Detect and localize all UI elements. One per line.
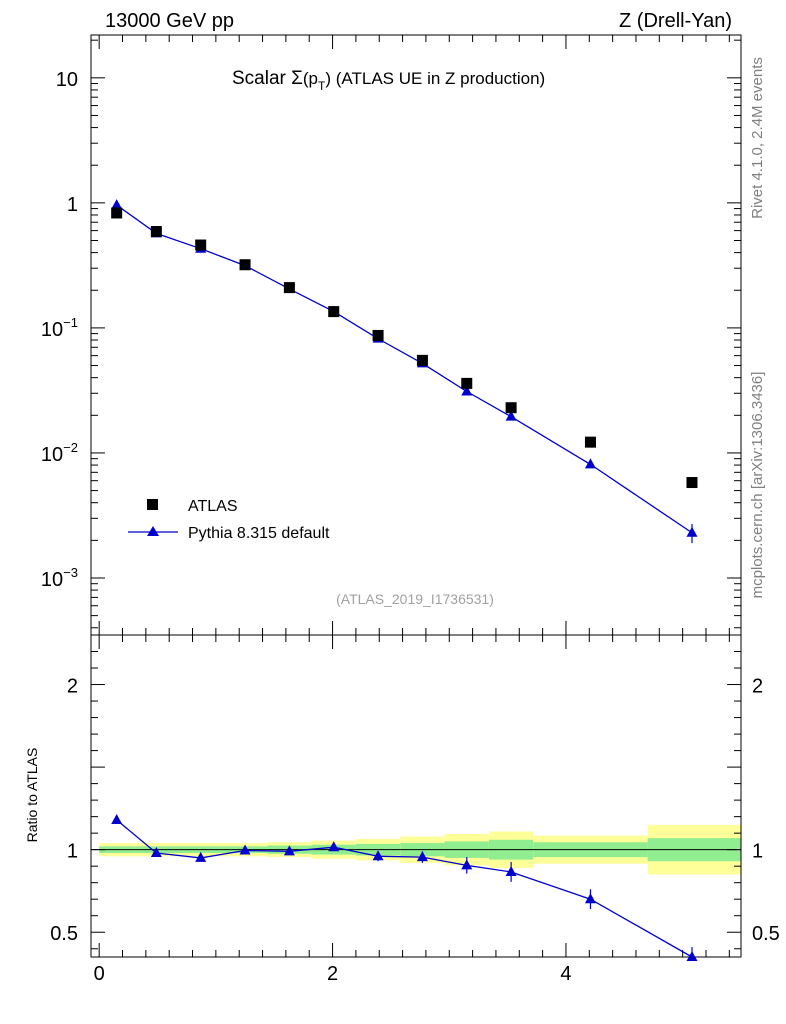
legend-mc-marker [147, 526, 159, 536]
main-y-tick-label: 10−2 [41, 440, 78, 466]
data-main-point [416, 354, 428, 366]
ratio-point [150, 846, 162, 857]
analysis-id-label: (ATLAS_2019_I1736531) [336, 591, 494, 607]
ratio-panel-frame [90, 634, 742, 958]
main-y-tick-labels: 10 1 10−1 10−2 10−3 [41, 69, 78, 591]
ratio-point [505, 865, 517, 876]
data-main-point [505, 402, 517, 414]
ratio-point [584, 893, 596, 904]
mcplots-credit-label: mcplots.cern.ch [arXiv:1306.3436] [749, 372, 766, 599]
ratio-line [116, 819, 693, 958]
data-main-point [461, 377, 473, 389]
ratio-point [239, 844, 251, 855]
mc-series-points [111, 199, 698, 544]
data-main-point [195, 239, 207, 251]
ratio-point [111, 813, 123, 824]
mc-series-line [116, 204, 693, 534]
ratio-point [328, 841, 340, 852]
data-main-point [328, 306, 340, 318]
data-main-point [111, 207, 123, 219]
data-main-point [239, 259, 251, 271]
data-main-point [686, 477, 698, 489]
legend-data-label: ATLAS [188, 498, 238, 515]
mc-main-line [116, 204, 693, 534]
data-main-point [283, 282, 295, 294]
x-tick-label: 0 [94, 963, 105, 985]
data-series-points [111, 207, 698, 489]
main-y-tick-label: 10−1 [41, 315, 78, 341]
data-main-point [372, 329, 384, 341]
ratio-point [283, 845, 295, 856]
data-main-point [150, 226, 162, 238]
mc-main-point [584, 458, 596, 469]
x-tick-label: 2 [327, 963, 338, 985]
ratio-axis-ticks [91, 634, 741, 950]
x-tick-label: 4 [560, 963, 571, 985]
plot-title: Scalar Σ(pT) (ATLAS UE in Z production) [232, 68, 545, 93]
mc-main-point [505, 410, 517, 421]
ratio-y-tick-labels: 2 2 1 1 0.5 0.5 [50, 676, 780, 946]
legend-mc-label: Pythia 8.315 default [188, 525, 330, 542]
ratio-point [372, 850, 384, 861]
rivet-version-label: Rivet 4.1.0, 2.4M events [749, 57, 766, 219]
header-energy-label: 13000 GeV pp [105, 10, 234, 32]
ratio-point [195, 851, 207, 862]
ratio-y-tick-label-right: 2 [752, 676, 763, 698]
main-y-tick-label: 10 [56, 69, 78, 91]
main-panel-frame [90, 34, 742, 636]
ratio-series-line [116, 819, 693, 958]
ratio-point [416, 851, 428, 862]
legend-data-marker [147, 499, 158, 510]
ratio-point [461, 859, 473, 870]
legend: ATLAS Pythia 8.315 default [128, 498, 330, 542]
ratio-y-tick-label-right: 0.5 [752, 923, 780, 945]
main-axis-ticks [91, 39, 741, 629]
ratio-y-tick-label-left: 2 [67, 676, 78, 698]
ratio-y-tick-label-left: 1 [67, 841, 78, 863]
x-axis-ticks [98, 35, 730, 957]
mc-main-point [686, 526, 698, 537]
header-process-label: Z (Drell-Yan) [619, 10, 732, 32]
main-y-tick-label: 10−3 [41, 565, 78, 591]
data-main-point [584, 436, 596, 448]
ratio-point [686, 951, 698, 961]
ratio-y-tick-label-left: 0.5 [50, 923, 78, 945]
ratio-y-axis-label: Ratio to ATLAS [24, 748, 40, 843]
main-y-tick-label: 1 [67, 194, 78, 216]
ratio-y-tick-label-right: 1 [752, 841, 763, 863]
mc-main-point [111, 199, 123, 210]
ratio-series-points [111, 813, 698, 961]
x-tick-labels: 0 2 4 [94, 963, 572, 985]
mc-main-point [461, 385, 473, 396]
